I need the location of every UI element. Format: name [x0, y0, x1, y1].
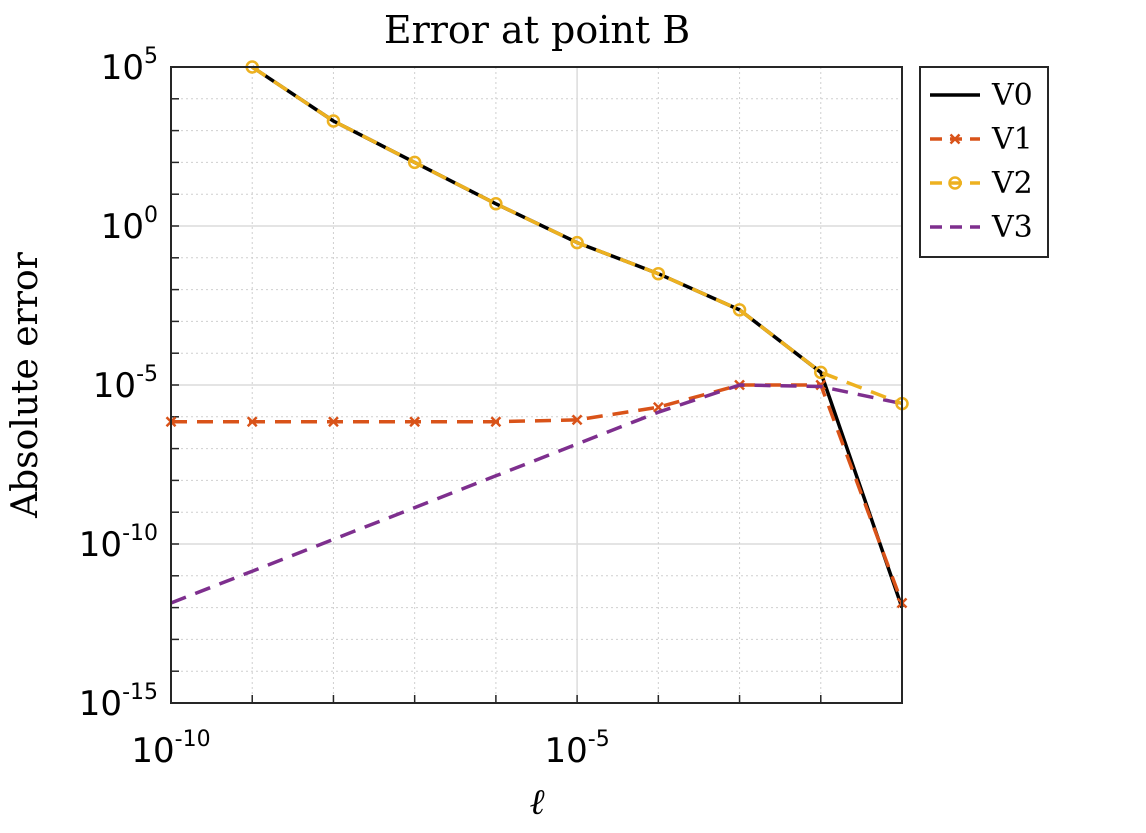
data-point-v2 [814, 365, 828, 380]
chart-title: Error at point B [384, 8, 690, 52]
y-tick-labels: 105 100 10-5 10-10 10-15 [79, 44, 158, 724]
legend-item-v2: V2 [930, 166, 1033, 201]
legend: V0 V1 V2 V3 [919, 66, 1049, 258]
data-point-v1 [409, 416, 421, 428]
y-tick-label: 100 [101, 203, 158, 247]
y-tick-label: 10-10 [79, 521, 158, 565]
legend-label: V1 [991, 122, 1033, 157]
y-tick-label: 105 [101, 44, 158, 88]
x-axis-label: ℓ [530, 782, 545, 823]
data-point-v2 [489, 197, 503, 211]
data-point-v2 [326, 114, 341, 128]
series-line-v2 [251, 65, 903, 406]
legend-marker [949, 133, 961, 145]
y-tick-label: 10-5 [93, 362, 158, 406]
legend-item-v1: V1 [930, 122, 1033, 157]
legend-label: V2 [991, 166, 1033, 201]
x-tick-label: 10-5 [545, 727, 610, 771]
y-axis-label: Absolute error [5, 251, 46, 519]
legend-box [919, 66, 1049, 258]
data-point-v1 [246, 416, 258, 428]
data-point-v2 [407, 155, 422, 170]
series-v1 [165, 379, 908, 609]
y-tick-label: 10-15 [79, 680, 158, 724]
legend-label: V3 [991, 210, 1033, 245]
legend-item-v3: V3 [930, 210, 1033, 245]
x-tick-labels: 10-10 10-5 [131, 727, 609, 771]
data-point-v1 [328, 416, 339, 428]
series-line-v3 [170, 383, 903, 605]
data-point-v2 [651, 266, 666, 281]
series-v3 [170, 383, 903, 605]
data-point-v2 [570, 235, 584, 250]
series-line-v1 [171, 383, 904, 604]
legend-item-v0: V0 [930, 78, 1033, 113]
data-point-v1 [490, 416, 502, 428]
series-v2 [245, 60, 909, 411]
x-tick-label: 10-10 [131, 727, 210, 771]
legend-label: V0 [991, 78, 1033, 113]
series-layer [165, 60, 909, 609]
plot-frame [170, 66, 903, 704]
legend-marker [948, 176, 962, 190]
data-point-v1 [571, 414, 583, 426]
data-point-v2 [732, 303, 747, 317]
